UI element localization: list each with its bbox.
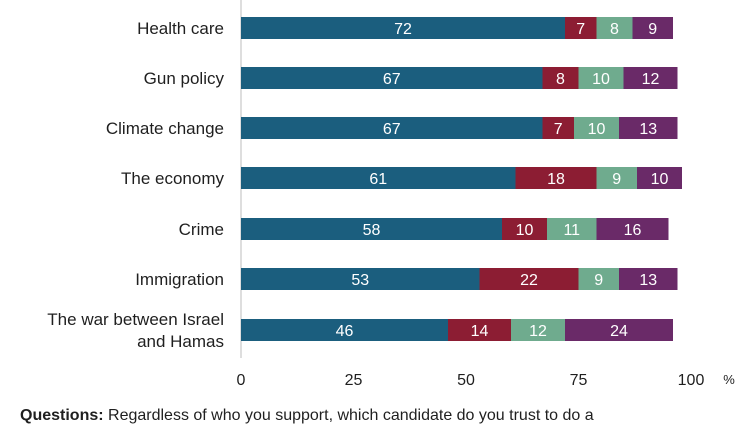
x-tick-label: 0 (237, 372, 246, 389)
bar-segment (565, 17, 597, 39)
category-label: Climate change (106, 119, 224, 138)
bar-segment (547, 218, 597, 240)
x-tick-label: 75 (570, 372, 588, 389)
x-axis-unit: % (723, 372, 735, 387)
bar-value-label: 9 (594, 272, 603, 289)
bar-value-label: 13 (639, 121, 657, 138)
bar-value-label: 7 (554, 121, 563, 138)
bar-value-label: 12 (642, 71, 660, 88)
bar-value-label: 67 (383, 121, 401, 138)
bar-value-label: 67 (383, 71, 401, 88)
category-label: Gun policy (144, 69, 225, 88)
bar-value-label: 10 (588, 121, 606, 138)
bar-segment (596, 167, 637, 189)
bar-value-label: 10 (516, 222, 534, 239)
bar-value-label: 14 (471, 323, 489, 340)
category-label: Crime (179, 220, 224, 239)
bar-value-label: 24 (610, 323, 628, 340)
footnote: Questions: Regardless of who you support… (20, 406, 747, 426)
x-axis-ticks: 0 25 50 75 100% (237, 372, 736, 389)
bar-segment (623, 67, 678, 89)
bar-segment (241, 67, 543, 89)
bar-segment (565, 319, 673, 341)
bar-segment (596, 218, 669, 240)
bar-segment (632, 17, 673, 39)
x-tick-label: 50 (457, 372, 475, 389)
x-tick-label: 100 (678, 372, 705, 389)
bar-segment (515, 167, 597, 189)
bar-value-label: 61 (369, 171, 387, 188)
bar-segment (578, 268, 619, 290)
bar-segment (241, 167, 516, 189)
bar-value-label: 10 (651, 171, 669, 188)
bar-value-label: 72 (394, 21, 412, 38)
bar-value-label: 16 (624, 222, 642, 239)
bar-segment (241, 319, 448, 341)
category-labels: Health care Gun policy Climate change The e… (47, 19, 224, 351)
bar-value-label: 53 (351, 272, 369, 289)
bar-segment (511, 319, 565, 341)
bar-segment (596, 17, 633, 39)
bar-segment (578, 67, 624, 89)
bar-segment (619, 268, 678, 290)
bar-value-label: 18 (547, 171, 565, 188)
bar-segment (448, 319, 511, 341)
category-label: Immigration (135, 270, 224, 289)
bar-value-label: 12 (529, 323, 547, 340)
bar-segment (619, 117, 678, 139)
bar-value-label: 46 (336, 323, 354, 340)
category-label: Health care (137, 19, 224, 38)
bar-value-label: 13 (639, 272, 657, 289)
bar-segment (241, 268, 480, 290)
category-label: The economy (121, 169, 224, 188)
footnote-label: Questions: (20, 407, 104, 424)
bar-value-label: 8 (556, 71, 565, 88)
bar-value-label: 9 (612, 171, 621, 188)
bar-segment (637, 167, 682, 189)
bar-segment (502, 218, 547, 240)
bar-segment (241, 218, 502, 240)
bar-segment (542, 117, 574, 139)
bar-segment (574, 117, 619, 139)
stacked-bar-chart: Health care Gun policy Climate change The e… (47, 0, 736, 389)
bar-value-label: 9 (648, 21, 657, 38)
bar-value-label: 7 (576, 21, 585, 38)
bar-segment (479, 268, 579, 290)
category-label: The war between Israel and Hamas (47, 310, 224, 351)
bars: 72 7 8 9 67 8 10 12 67 7 10 13 61 18 9 10 58 10 11 16 53 22 9 1… (241, 17, 682, 341)
bar-segment (542, 67, 579, 89)
bar-value-label: 58 (363, 222, 381, 239)
bar-segment (241, 117, 543, 139)
bar-value-label: 22 (520, 272, 538, 289)
x-tick-label: 25 (345, 372, 363, 389)
bar-segment (241, 17, 565, 39)
bar-value-label: 8 (610, 21, 619, 38)
bar-value-label: 11 (563, 222, 580, 239)
footnote-text: Regardless of who you support, which can… (103, 407, 594, 424)
bar-value-label: 10 (592, 71, 610, 88)
